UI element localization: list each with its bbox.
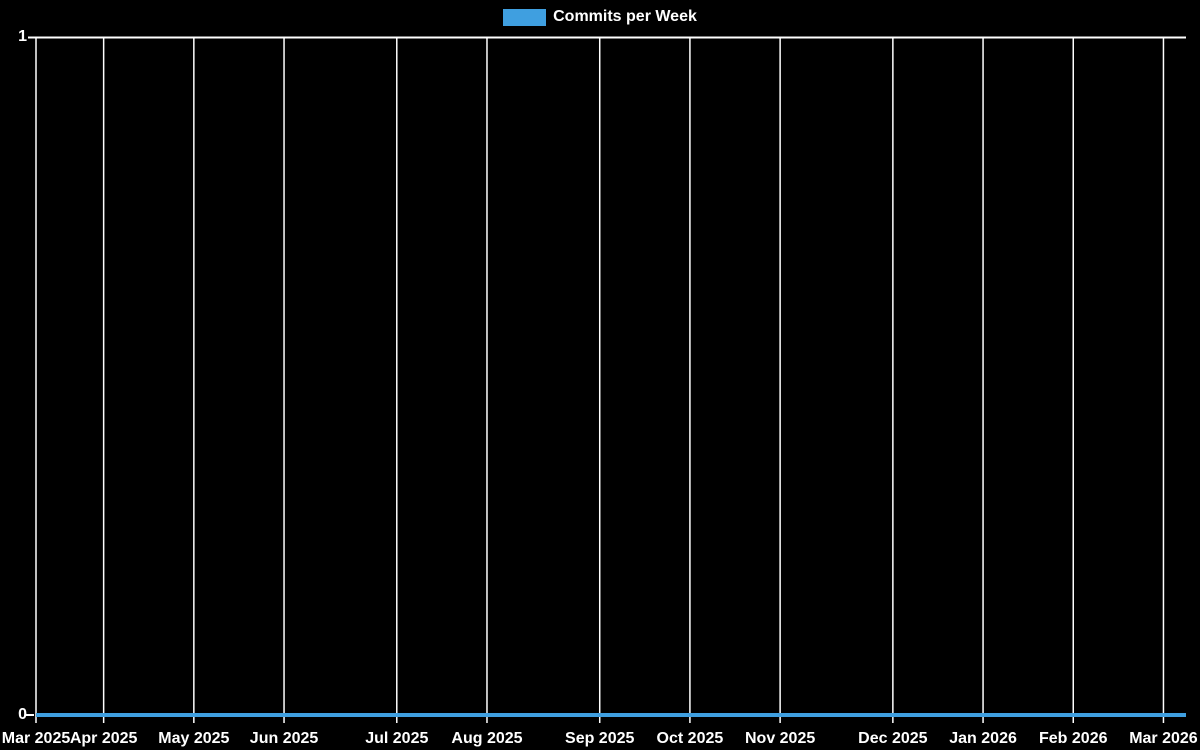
x-tick-label: Mar 2026 (1129, 730, 1198, 747)
x-tick-label: Feb 2026 (1039, 730, 1108, 747)
chart-legend: Commits per Week (0, 7, 1200, 27)
legend-item-commits[interactable]: Commits per Week (503, 7, 697, 27)
x-tick-label: Apr 2025 (70, 730, 138, 747)
y-axis-label-min: 0 (18, 706, 27, 723)
legend-swatch (503, 8, 547, 26)
x-tick-label: Aug 2025 (451, 730, 522, 747)
x-tick-label: Jun 2025 (250, 730, 319, 747)
x-tick-label: Jul 2025 (365, 730, 428, 747)
x-tick-label: Nov 2025 (745, 730, 815, 747)
x-tick-label: May 2025 (158, 730, 229, 747)
x-tick-label: Sep 2025 (565, 730, 634, 747)
x-tick-label: Jan 2026 (949, 730, 1017, 747)
legend-label: Commits per Week (553, 8, 697, 25)
x-tick-label: Oct 2025 (657, 730, 724, 747)
x-tick-label: Dec 2025 (858, 730, 927, 747)
y-axis-label-max: 1 (18, 28, 27, 45)
x-tick-label: Mar 2025 (2, 730, 71, 747)
